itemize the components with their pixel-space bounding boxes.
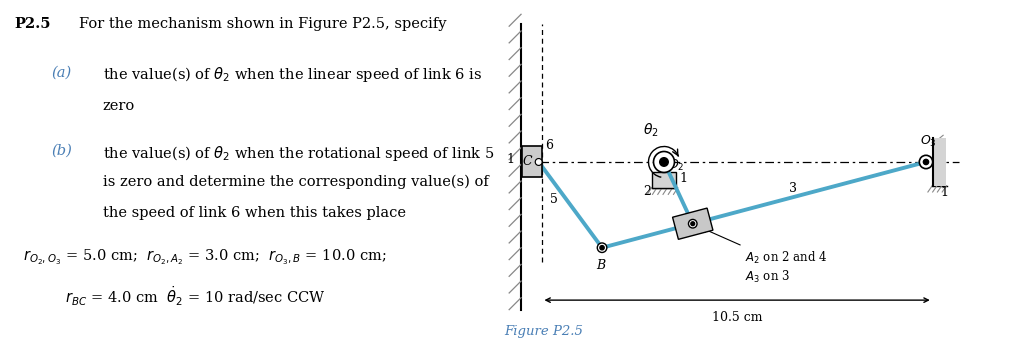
Text: B: B [597, 259, 605, 272]
Circle shape [653, 152, 675, 173]
Bar [522, 146, 542, 177]
Circle shape [920, 155, 933, 169]
Text: $\theta_2$: $\theta_2$ [643, 122, 658, 139]
Bar [933, 138, 946, 186]
Circle shape [688, 220, 697, 228]
Text: the speed of link 6 when this takes place: the speed of link 6 when this takes plac… [102, 206, 406, 220]
Text: the value(s) of $\theta_2$ when the rotational speed of link 5: the value(s) of $\theta_2$ when the rota… [102, 144, 494, 163]
Circle shape [691, 222, 694, 226]
Polygon shape [673, 208, 713, 239]
Text: C: C [523, 154, 532, 167]
Text: $r_{BC}$ = 4.0 cm  $\dot{\theta}_2$ = 10 rad/sec CCW: $r_{BC}$ = 4.0 cm $\dot{\theta}_2$ = 10 … [66, 285, 326, 308]
Text: (a): (a) [51, 65, 72, 79]
Circle shape [536, 158, 542, 165]
Text: 1: 1 [507, 153, 515, 166]
Text: zero: zero [102, 99, 135, 114]
Text: 10.5 cm: 10.5 cm [712, 311, 762, 323]
Text: $A_2$ on 2 and 4
$A_3$ on 3: $A_2$ on 2 and 4 $A_3$ on 3 [745, 250, 827, 284]
Text: the value(s) of $\theta_2$ when the linear speed of link 6 is: the value(s) of $\theta_2$ when the line… [102, 65, 481, 84]
Text: 1: 1 [679, 172, 687, 185]
Circle shape [924, 159, 929, 165]
Bar [651, 173, 677, 188]
Text: is zero and determine the corresponding value(s) of: is zero and determine the corresponding … [102, 175, 488, 189]
Circle shape [597, 243, 607, 252]
Text: 1: 1 [940, 187, 948, 199]
Text: 3: 3 [788, 182, 797, 195]
Circle shape [659, 158, 669, 166]
Text: Figure P2.5: Figure P2.5 [505, 325, 584, 338]
Circle shape [537, 160, 541, 164]
Text: $r_{O_2,O_3}$ = 5.0 cm;  $r_{O_2,A_2}$ = 3.0 cm;  $r_{O_3,B}$ = 10.0 cm;: $r_{O_2,O_3}$ = 5.0 cm; $r_{O_2,A_2}$ = … [24, 247, 387, 267]
Text: $O_3$: $O_3$ [920, 133, 937, 149]
Text: $O_2$: $O_2$ [668, 158, 684, 173]
Text: 2: 2 [643, 185, 651, 198]
Text: 6: 6 [545, 139, 553, 152]
Text: For the mechanism shown in Figure P2.5, specify: For the mechanism shown in Figure P2.5, … [79, 17, 446, 31]
Text: P2.5: P2.5 [14, 17, 50, 31]
Text: (b): (b) [51, 144, 72, 158]
Circle shape [600, 246, 604, 250]
Text: 4: 4 [696, 220, 705, 233]
Text: 5: 5 [550, 193, 558, 206]
